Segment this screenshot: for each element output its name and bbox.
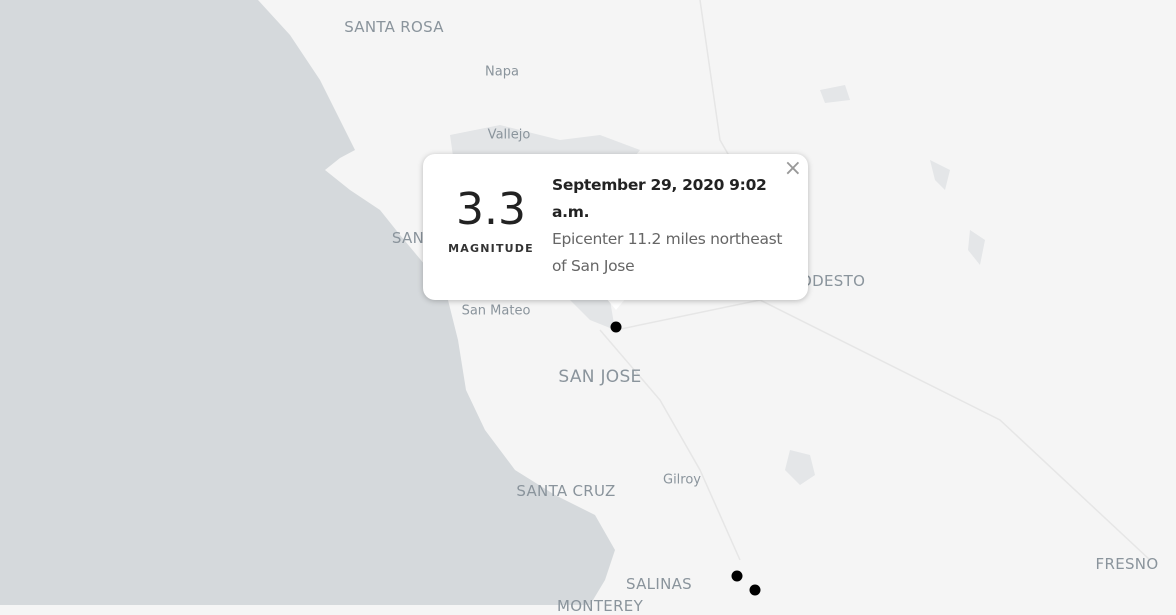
city-label: MONTEREY xyxy=(556,597,644,615)
magnitude: 3.3 xyxy=(456,184,526,235)
earthquake-marker[interactable] xyxy=(610,321,622,333)
lake xyxy=(820,85,850,103)
city-label: SANTA ROSA xyxy=(344,18,444,36)
city-label: FRESNO xyxy=(1095,555,1159,573)
earthquake-marker[interactable] xyxy=(731,570,743,582)
lake xyxy=(930,160,950,190)
ocean xyxy=(0,0,615,605)
earthquake-marker[interactable] xyxy=(749,584,761,596)
lake xyxy=(785,450,815,485)
popup-pointer xyxy=(606,298,626,310)
magnitude-label: MAGNITUDE xyxy=(448,242,534,255)
popup: 3.3 MAGNITUDE September 29, 2020 9:02 a.… xyxy=(423,154,808,300)
city-label: Napa xyxy=(485,64,519,80)
city-label: Gilroy xyxy=(662,472,702,488)
quake-date: September 29, 2020 9:02 a.m. xyxy=(552,176,767,221)
city-label: SAN JOSE xyxy=(558,367,642,387)
lake xyxy=(968,230,985,265)
city-label: SALINAS xyxy=(626,575,692,593)
city-label: SANTA CRUZ xyxy=(516,482,616,500)
city-label: San Mateo xyxy=(461,303,531,319)
city-label: Vallejo xyxy=(487,127,531,143)
quake-description: Epicenter 11.2 miles northeast of San Jo… xyxy=(552,230,783,275)
close-button[interactable]: × xyxy=(783,156,802,181)
city-label: SAN xyxy=(391,229,425,247)
